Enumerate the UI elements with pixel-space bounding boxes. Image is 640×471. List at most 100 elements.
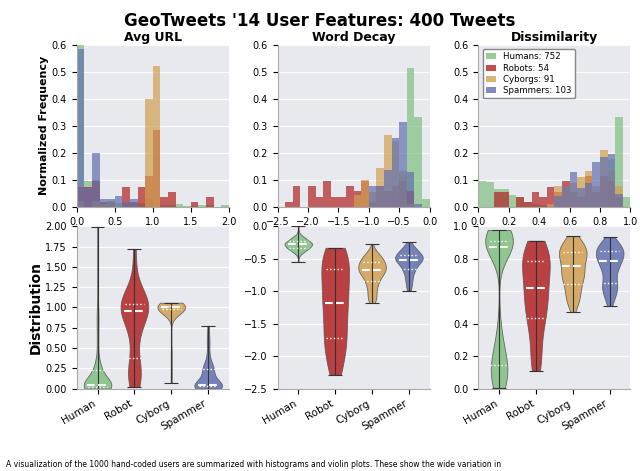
Bar xyxy=(361,180,369,207)
Bar xyxy=(399,175,407,207)
Bar xyxy=(577,188,585,207)
Bar xyxy=(331,196,339,207)
Bar xyxy=(145,99,153,207)
Bar xyxy=(554,192,562,207)
Bar xyxy=(532,204,539,207)
Bar xyxy=(183,206,191,207)
Bar xyxy=(623,197,630,207)
Bar xyxy=(478,181,486,207)
Bar xyxy=(407,191,415,207)
Bar xyxy=(516,197,524,207)
Bar xyxy=(600,176,607,207)
Bar xyxy=(607,159,615,207)
Bar xyxy=(108,201,115,207)
Bar xyxy=(292,186,300,207)
Bar xyxy=(108,199,115,207)
Bar xyxy=(486,182,493,207)
Bar xyxy=(593,186,600,207)
Bar xyxy=(376,186,384,207)
Bar xyxy=(308,186,316,207)
Bar xyxy=(399,171,407,207)
Bar xyxy=(175,204,183,207)
Bar xyxy=(84,188,92,207)
Bar xyxy=(369,192,376,207)
Bar xyxy=(607,154,615,207)
Bar xyxy=(570,192,577,207)
Bar xyxy=(577,197,585,207)
Bar xyxy=(562,186,570,207)
Bar xyxy=(145,199,153,207)
Bar xyxy=(585,171,593,207)
Bar xyxy=(153,66,161,207)
Bar xyxy=(615,186,623,207)
Bar xyxy=(593,192,600,207)
Bar xyxy=(570,183,577,207)
Bar xyxy=(108,202,115,207)
Bar xyxy=(115,196,122,207)
Bar xyxy=(615,197,623,207)
Bar xyxy=(161,197,168,207)
Bar xyxy=(554,196,562,207)
Bar xyxy=(524,202,532,207)
Bar xyxy=(323,181,331,207)
Bar xyxy=(138,187,145,207)
Bar xyxy=(130,203,138,207)
Bar xyxy=(221,205,229,207)
Bar xyxy=(285,202,292,207)
Bar xyxy=(100,199,108,207)
Bar xyxy=(415,117,422,207)
Bar xyxy=(376,186,384,207)
Bar xyxy=(392,206,399,207)
Bar xyxy=(539,205,547,207)
Bar xyxy=(562,186,570,207)
Bar xyxy=(493,192,501,207)
Bar xyxy=(384,191,392,207)
Bar xyxy=(532,192,539,207)
Bar xyxy=(547,204,554,207)
Y-axis label: Distribution: Distribution xyxy=(29,261,43,354)
Bar xyxy=(92,180,100,207)
Bar xyxy=(122,203,130,207)
Bar xyxy=(92,201,100,207)
Bar xyxy=(316,196,323,207)
Bar xyxy=(84,187,92,207)
Bar xyxy=(407,68,415,207)
Y-axis label: Normalized Frequency: Normalized Frequency xyxy=(39,56,49,195)
Bar xyxy=(77,49,84,207)
Bar xyxy=(570,172,577,207)
Bar xyxy=(562,181,570,207)
Bar xyxy=(493,189,501,207)
Bar xyxy=(384,170,392,207)
Bar xyxy=(145,176,153,207)
Bar xyxy=(168,205,175,207)
Bar xyxy=(585,176,593,207)
Bar xyxy=(122,202,130,207)
Bar xyxy=(122,187,130,207)
Bar xyxy=(554,186,562,207)
Legend: Humans: 752, Robots: 54, Cyborgs: 91, Spammers: 103: Humans: 752, Robots: 54, Cyborgs: 91, Sp… xyxy=(483,49,575,98)
Bar xyxy=(369,202,376,207)
Bar xyxy=(509,195,516,207)
Bar xyxy=(369,186,376,207)
Bar xyxy=(585,183,593,207)
Bar xyxy=(92,181,100,207)
Bar xyxy=(100,204,108,207)
Bar xyxy=(422,199,429,207)
Text: GeoTweets '14 User Features: 400 Tweets: GeoTweets '14 User Features: 400 Tweets xyxy=(124,12,516,30)
Bar xyxy=(346,186,353,207)
Bar xyxy=(130,199,138,207)
Title: Dissimilarity: Dissimilarity xyxy=(511,31,598,44)
Bar xyxy=(577,177,585,207)
Bar xyxy=(516,197,524,207)
Bar xyxy=(415,204,422,207)
Bar xyxy=(547,187,554,207)
Bar xyxy=(353,191,361,207)
Bar xyxy=(524,202,532,207)
Text: A visualization of the 1000 hand-coded users are summarized with histograms and : A visualization of the 1000 hand-coded u… xyxy=(6,460,502,469)
Bar xyxy=(600,206,607,207)
Bar xyxy=(161,205,168,207)
Bar xyxy=(191,202,198,207)
Bar xyxy=(191,206,198,207)
Bar xyxy=(206,205,214,207)
Bar xyxy=(384,135,392,207)
